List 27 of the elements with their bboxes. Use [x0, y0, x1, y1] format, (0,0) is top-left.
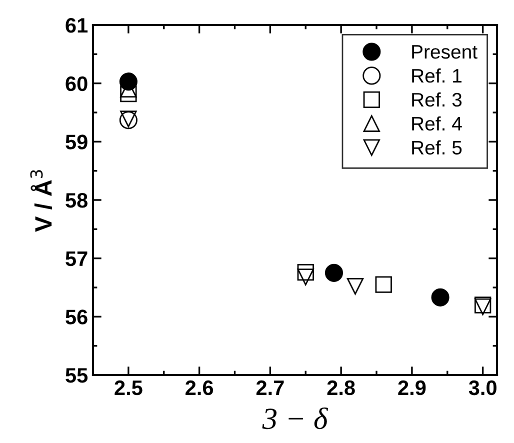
- point: [297, 268, 314, 286]
- y-tick-label: 59: [66, 134, 88, 150]
- x-tick-label: 2.5: [114, 380, 142, 396]
- x-tick-label: 2.7: [256, 380, 284, 395]
- point: [297, 264, 314, 281]
- x-tick-label: 2.6: [186, 380, 214, 396]
- legend-label: Ref. 3: [412, 92, 462, 107]
- x-axis-title: 3 − δ: [262, 407, 328, 430]
- y-tick-label: 58: [66, 193, 88, 208]
- point: [120, 86, 137, 102]
- x-tick-label: 2.9: [398, 380, 426, 396]
- x-tick-label: 2.8: [327, 380, 355, 396]
- x-tick-label: 3.0: [468, 380, 496, 396]
- point: [431, 288, 450, 306]
- point: [346, 278, 364, 295]
- legend-label: Ref. 1: [412, 68, 462, 83]
- y-axis-title: V / Å$^{3}$: [30, 170, 52, 232]
- legend-label: Ref. 4: [412, 116, 462, 131]
- legend-label: Ref. 5: [412, 140, 462, 155]
- legend-label: Present: [412, 45, 478, 59]
- y-tick-label: 55: [66, 368, 88, 383]
- point: [324, 264, 344, 282]
- y-tick-label: 56: [66, 310, 88, 324]
- y-tick-label: 60: [66, 76, 88, 92]
- y-tick-label: 61: [66, 18, 88, 33]
- point: [375, 276, 392, 293]
- y-tick-label: 57: [66, 252, 88, 266]
